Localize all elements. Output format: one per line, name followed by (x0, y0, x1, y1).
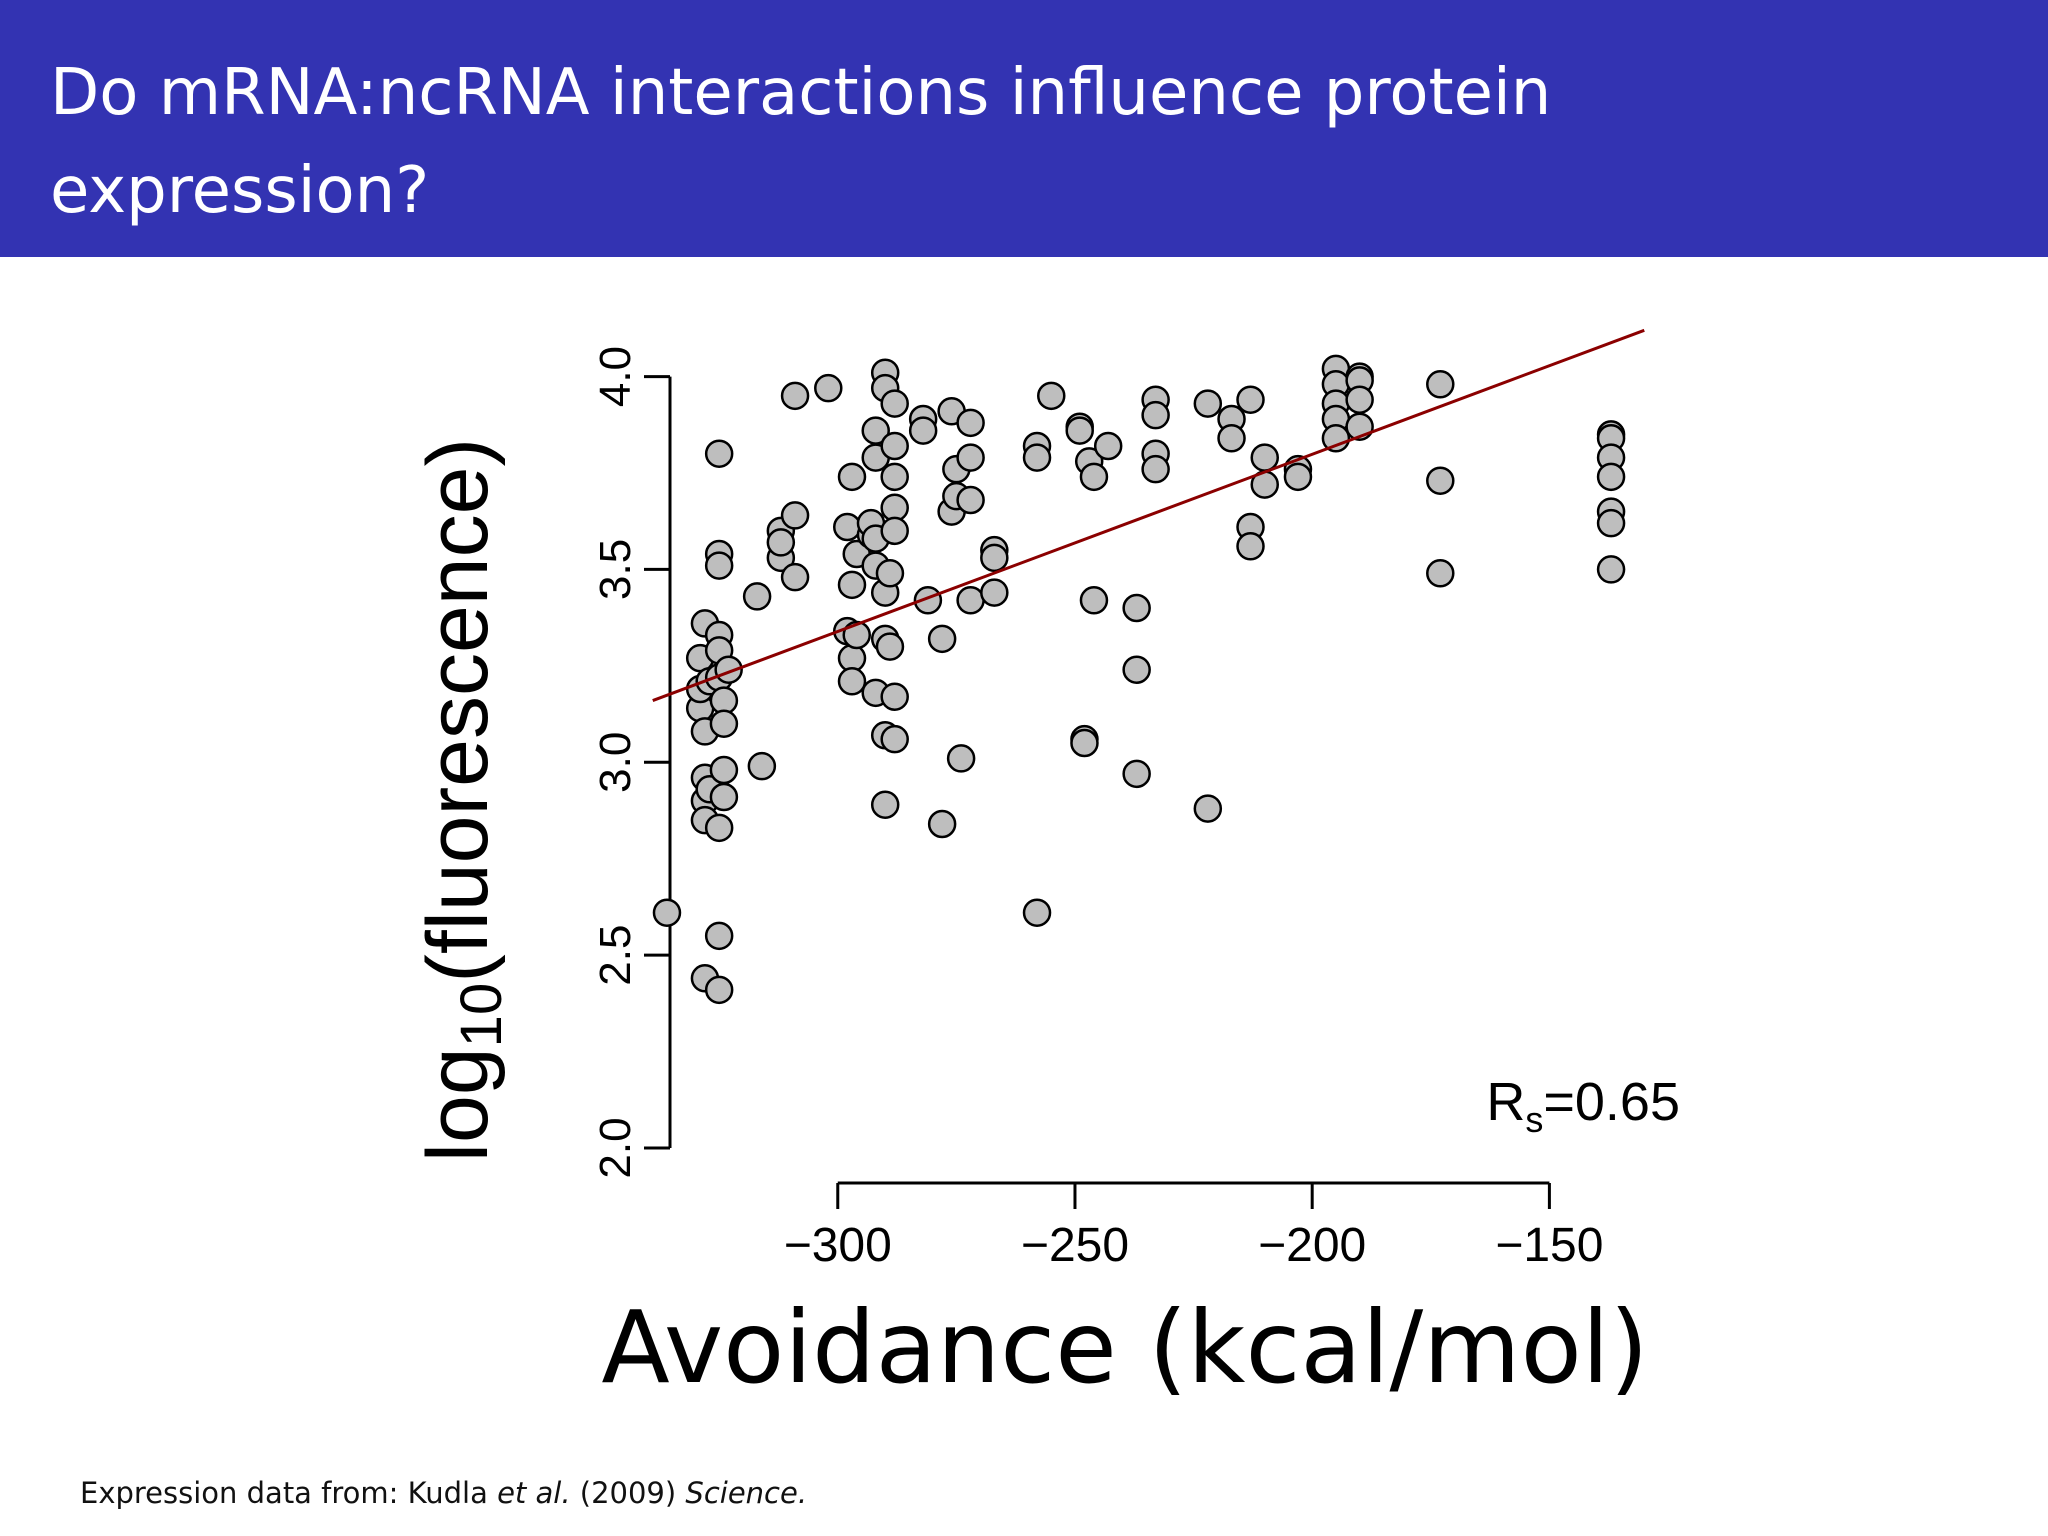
data-point (704, 551, 734, 580)
data-point (704, 439, 734, 468)
data-point (742, 582, 772, 611)
data-point (870, 790, 900, 819)
data-point (1079, 462, 1109, 492)
data-point (880, 724, 909, 754)
data-point (1093, 431, 1123, 461)
data-point (875, 559, 905, 588)
y-tick-label: 4.0 (591, 346, 640, 407)
data-point (704, 921, 734, 951)
x-axis: −300 −250 −200 −150 (784, 1181, 1603, 1272)
y-axis: 2.0 2.5 3.0 3.5 4.0 (591, 346, 672, 1179)
data-point (1596, 462, 1626, 492)
y-tick-label: 2.5 (591, 925, 640, 986)
correlation-annotation: Rs=0.65 (1486, 1072, 1680, 1140)
data-point (1022, 443, 1052, 472)
data-point (956, 586, 985, 615)
data-point (709, 755, 739, 785)
data-point (880, 516, 909, 546)
data-point (766, 528, 796, 557)
fit-line-group (652, 328, 1645, 702)
data-point (956, 408, 985, 438)
data-point (1426, 370, 1455, 399)
slide-header: Do mRNA:ncRNA interactions influence pro… (0, 0, 2048, 257)
data-point (1141, 400, 1170, 430)
data-point (980, 543, 1009, 573)
y-axis-label: log10(fluorescence) (410, 438, 514, 1162)
x-tick-label: −150 (1495, 1219, 1603, 1272)
x-tick-label: −200 (1258, 1219, 1366, 1272)
data-point (833, 512, 862, 542)
data-point (1596, 508, 1626, 538)
data-point (946, 744, 976, 773)
citation-year: (2009) (570, 1476, 686, 1510)
data-point (1141, 454, 1170, 484)
data-point (875, 632, 905, 661)
x-tick-label: −250 (1021, 1219, 1129, 1272)
data-point (704, 813, 734, 843)
data-point (1217, 424, 1246, 453)
data-point (780, 381, 810, 411)
data-point (1193, 389, 1223, 418)
data-point (1426, 466, 1455, 495)
data-point (1283, 462, 1313, 492)
correlation-value: =0.65 (1543, 1072, 1680, 1132)
data-point (1079, 586, 1109, 615)
citation-etal: et al. (497, 1476, 571, 1510)
y-axis-label-base: log (410, 1047, 506, 1162)
data-point (780, 501, 810, 530)
data-point (1065, 416, 1094, 445)
data-point (1022, 898, 1052, 927)
correlation-symbol: R (1486, 1072, 1525, 1132)
citation-footer: Expression data from: Kudla et al. (2009… (80, 1476, 807, 1510)
data-point (980, 578, 1009, 607)
data-point (1236, 385, 1265, 414)
data-point (1236, 532, 1265, 561)
data-point (709, 782, 739, 812)
x-tick-label: −300 (784, 1219, 892, 1272)
data-point (652, 898, 682, 927)
data-point (956, 443, 985, 472)
y-tick-label: 2.0 (591, 1117, 640, 1178)
data-point (1345, 385, 1374, 414)
data-point (837, 570, 867, 600)
data-point (1122, 655, 1151, 684)
data-point (1070, 728, 1099, 758)
y-tick-label: 3.5 (591, 539, 640, 600)
fit-line (652, 328, 1645, 702)
data-point (709, 709, 739, 738)
slide-title: Do mRNA:ncRNA interactions influence pro… (50, 56, 1552, 228)
data-point (927, 624, 957, 654)
x-axis-label: Avoidance (kcal/mol) (601, 1289, 1648, 1406)
data-point (1321, 424, 1351, 453)
data-point (1596, 555, 1626, 584)
data-point (880, 389, 909, 418)
data-point (880, 431, 909, 461)
citation-journal: Science. (685, 1476, 808, 1510)
correlation-subscript: s (1525, 1099, 1543, 1140)
data-point (1122, 593, 1151, 623)
data-points (652, 354, 1626, 1005)
data-point (880, 462, 909, 492)
data-point (1426, 559, 1455, 588)
data-point (1037, 381, 1066, 411)
data-point (1193, 794, 1223, 823)
y-axis-label-subscript: 10 (449, 983, 514, 1048)
data-point (927, 809, 957, 839)
data-point (704, 975, 734, 1005)
data-point (1250, 443, 1279, 472)
data-point (1122, 759, 1151, 789)
data-point (780, 562, 810, 592)
data-point (837, 667, 867, 696)
y-axis-label-rest: (fluorescence) (410, 438, 506, 983)
data-point (837, 462, 867, 492)
data-point (956, 485, 985, 515)
y-tick-label: 3.0 (591, 732, 640, 793)
citation-prefix: Expression data from: Kudla (80, 1476, 498, 1510)
data-point (842, 620, 871, 650)
data-point (814, 373, 843, 403)
data-point (747, 751, 777, 781)
data-point (908, 416, 938, 445)
data-point (880, 682, 909, 711)
